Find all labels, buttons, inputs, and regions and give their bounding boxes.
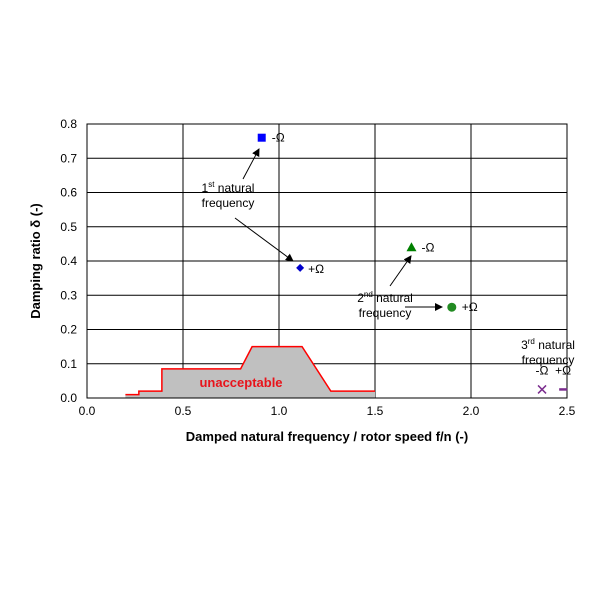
data-point-label: -Ω [272, 131, 285, 145]
y-tick-label: 0.6 [60, 186, 77, 200]
data-point-label: +Ω [555, 363, 571, 377]
arrow-first-plus [234, 217, 294, 262]
plot-area-border [86, 123, 568, 399]
x-tick-label: 0.0 [79, 404, 96, 418]
data-point-label: +Ω [308, 262, 324, 276]
y-tick-label: 0.2 [60, 323, 77, 337]
annotations: 1st natural frequency 2nd natural frequency… [202, 180, 575, 367]
x-tick-label: 2.5 [559, 404, 576, 418]
data-point-label: +Ω [462, 300, 478, 314]
y-tick-label: 0.5 [60, 220, 77, 234]
data-point-label: -Ω [421, 240, 434, 254]
grid [86, 123, 568, 399]
data-point-circle [447, 302, 457, 312]
x-tick-label: 2.0 [463, 404, 480, 418]
data-point-label: -Ω [536, 363, 549, 377]
y-tick-label: 0.8 [60, 117, 77, 131]
x-tick-label: 1.5 [367, 404, 384, 418]
y-tick-label: 0.1 [60, 357, 77, 371]
unacceptable-region-label: unacceptable [199, 375, 282, 390]
y-axis-label: Damping ratio δ (-) [28, 203, 43, 319]
y-tick-label: 0.3 [60, 288, 77, 302]
data-point-x [537, 384, 547, 394]
unacceptable-region: unacceptable [125, 345, 376, 398]
annotation-first: 1st natural frequency [202, 180, 255, 210]
data-point-triangle [406, 242, 417, 252]
x-tick-label: 1.0 [271, 404, 288, 418]
unacceptable-boundary-line [125, 345, 375, 396]
data-point-square [257, 133, 266, 142]
y-tick-label: 0.7 [60, 151, 77, 165]
annotation-third: 3rd natural frequency [521, 337, 575, 367]
unacceptable-region-fill [125, 346, 376, 398]
annotation-arrows [234, 148, 443, 311]
y-tick-label: 0.4 [60, 254, 77, 268]
x-tick-label: 0.5 [175, 404, 192, 418]
x-axis-label: Damped natural frequency / rotor speed f… [186, 429, 468, 444]
arrow-second-minus [389, 255, 412, 287]
arrow-first-minus [242, 148, 260, 180]
y-tick-label: 0.0 [60, 391, 77, 405]
tick-labels: 0.0 0.1 0.2 0.3 0.4 0.5 0.6 0.7 0.8 0.0 0.5 1.0 1.5 2… [60, 117, 575, 418]
data-point-diamond [296, 263, 305, 272]
annotation-second: 2nd natural frequency [357, 290, 413, 320]
data-points: -Ω +Ω -Ω +Ω -Ω +Ω [257, 131, 571, 394]
